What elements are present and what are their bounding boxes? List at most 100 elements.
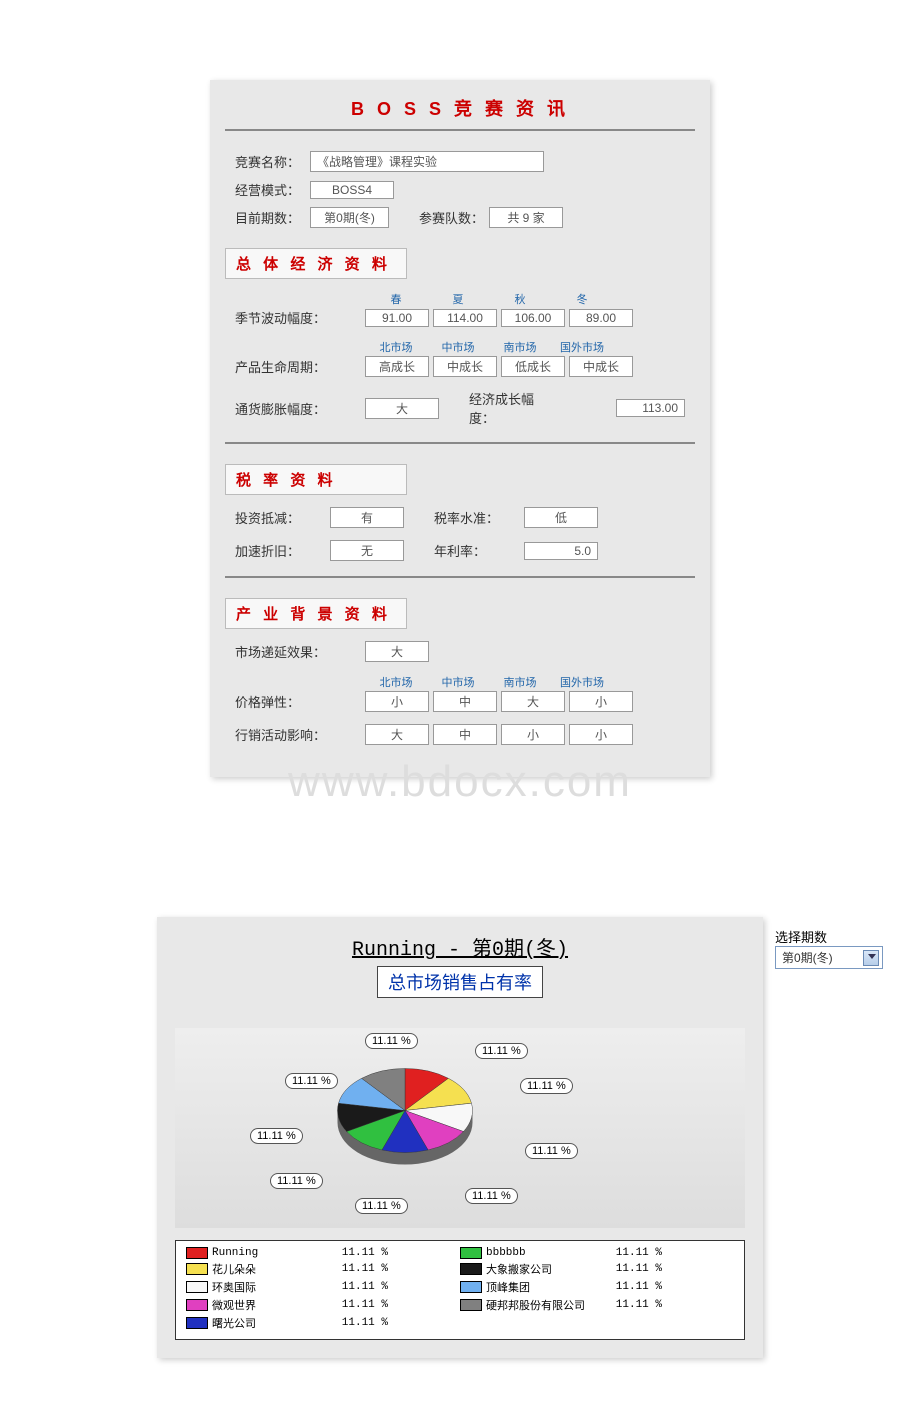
- value-box: 小: [569, 691, 633, 712]
- chart-title: Running - 第0期(冬): [175, 932, 745, 962]
- teams-value: 共 9 家: [489, 207, 563, 228]
- pie-label-bubble: 11.11 %: [520, 1078, 573, 1094]
- season-row: 季节波动幅度： 91.00114.00106.0089.00: [235, 308, 685, 327]
- legend-swatch: [460, 1263, 482, 1275]
- column-header: 国外市场: [551, 339, 613, 355]
- column-header: 南市场: [489, 339, 551, 355]
- value-box: 大: [365, 724, 429, 745]
- legend-percent: 11.11 %: [332, 1299, 388, 1311]
- mode-row: 经营模式： BOSS4: [235, 180, 685, 199]
- value-box: 89.00: [569, 309, 633, 327]
- legend-name: 大象搬家公司: [486, 1261, 606, 1277]
- pie-chart: [325, 1058, 485, 1178]
- legend-swatch: [186, 1317, 208, 1329]
- legend-item: 曙光公司11.11 %: [186, 1315, 460, 1331]
- value-box: 大: [501, 691, 565, 712]
- watermark-text: www.bdocx.com: [288, 757, 632, 807]
- column-header: 春: [365, 291, 427, 307]
- section-tax-heading: 税 率 资 料: [225, 464, 407, 495]
- column-header: 夏: [427, 291, 489, 307]
- invest-label: 投资抵减：: [235, 508, 330, 527]
- pie-label-bubble: 11.11 %: [465, 1188, 518, 1204]
- column-header: 秋: [489, 291, 551, 307]
- elasticity-label: 价格弹性：: [235, 692, 365, 711]
- period-select-block: 选择期数 第0期(冬): [775, 927, 883, 969]
- legend-percent: 11.11 %: [606, 1299, 662, 1311]
- delay-label: 市场递延效果：: [235, 642, 365, 661]
- legend-item: 环奥国际11.11 %: [186, 1279, 460, 1295]
- legend-percent: 11.11 %: [606, 1263, 662, 1275]
- legend-name: bbbbbb: [486, 1247, 606, 1259]
- chart-legend: Running11.11 %花儿朵朵11.11 %环奥国际11.11 %微观世界…: [175, 1240, 745, 1340]
- accel-label: 加速折旧：: [235, 541, 330, 560]
- rate-level-value: 低: [524, 507, 598, 528]
- legend-percent: 11.11 %: [332, 1281, 388, 1293]
- growth-label: 经济成长幅度：: [469, 389, 559, 427]
- inflation-label: 通货膨胀幅度：: [235, 399, 365, 418]
- pie-label-bubble: 11.11 %: [475, 1043, 528, 1059]
- chevron-down-icon: [868, 954, 876, 959]
- value-box: 中: [433, 691, 497, 712]
- legend-swatch: [186, 1263, 208, 1275]
- delay-row: 市场递延效果： 大: [235, 641, 685, 662]
- legend-item: 大象搬家公司11.11 %: [460, 1261, 734, 1277]
- divider: [225, 576, 695, 578]
- chart-subtitle: 总市场销售占有率: [377, 966, 543, 998]
- section-economy-heading: 总 体 经 济 资 料: [225, 248, 407, 279]
- competition-name-label: 竞赛名称：: [235, 152, 310, 171]
- value-box: 小: [569, 724, 633, 745]
- mode-label: 经营模式：: [235, 180, 310, 199]
- interest-label: 年利率：: [434, 541, 524, 560]
- column-header: 冬: [551, 291, 613, 307]
- legend-name: 环奥国际: [212, 1279, 332, 1295]
- page-title: B O S S 竞 赛 资 讯: [225, 90, 695, 131]
- column-header: 中市场: [427, 674, 489, 690]
- value-box: 高成长: [365, 356, 429, 377]
- interest-value: 5.0: [524, 542, 598, 560]
- value-box: 中: [433, 724, 497, 745]
- competition-name-row: 竞赛名称： 《战略管理》课程实验: [235, 151, 685, 172]
- value-box: 中成长: [569, 356, 633, 377]
- legend-percent: 11.11 %: [332, 1317, 388, 1329]
- pie-label-bubble: 11.11 %: [250, 1128, 303, 1144]
- pie-label-bubble: 11.11 %: [525, 1143, 578, 1159]
- accel-value: 无: [330, 540, 404, 561]
- legend-percent: 11.11 %: [606, 1281, 662, 1293]
- legend-swatch: [460, 1299, 482, 1311]
- legend-item: 硬邦邦股份有限公司11.11 %: [460, 1297, 734, 1313]
- delay-value: 大: [365, 641, 429, 662]
- legend-swatch: [186, 1247, 208, 1259]
- value-box: 106.00: [501, 309, 565, 327]
- legend-swatch: [186, 1299, 208, 1311]
- legend-name: 花儿朵朵: [212, 1261, 332, 1277]
- market-share-panel: 选择期数 第0期(冬) Running - 第0期(冬) 总市场销售占有率 11…: [157, 917, 763, 1358]
- marketing-row: 行销活动影响： 大中小小: [235, 724, 685, 745]
- teams-label: 参赛队数：: [419, 208, 484, 227]
- value-box: 低成长: [501, 356, 565, 377]
- legend-item: 顶峰集团11.11 %: [460, 1279, 734, 1295]
- value-box: 小: [365, 691, 429, 712]
- legend-item: 花儿朵朵11.11 %: [186, 1261, 460, 1277]
- column-header: 南市场: [489, 674, 551, 690]
- value-box: 91.00: [365, 309, 429, 327]
- period-select[interactable]: 第0期(冬): [775, 946, 883, 969]
- pie-label-bubble: 11.11 %: [270, 1173, 323, 1189]
- period-label: 目前期数：: [235, 208, 310, 227]
- legend-swatch: [186, 1281, 208, 1293]
- legend-percent: 11.11 %: [606, 1247, 662, 1259]
- inflation-growth-row: 通货膨胀幅度： 大 经济成长幅度： 113.00: [235, 389, 685, 427]
- column-header: 北市场: [365, 339, 427, 355]
- mode-value: BOSS4: [310, 181, 394, 199]
- inflation-value: 大: [365, 398, 439, 419]
- lifecycle-row: 产品生命周期： 高成长中成长低成长中成长: [235, 356, 685, 377]
- legend-item: 微观世界11.11 %: [186, 1297, 460, 1313]
- rate-level-label: 税率水准：: [434, 508, 524, 527]
- competition-info-panel: B O S S 竞 赛 资 讯 竞赛名称： 《战略管理》课程实验 经营模式： B…: [210, 80, 710, 777]
- lifecycle-headers: 北市场中市场南市场国外市场: [365, 339, 685, 355]
- legend-name: 曙光公司: [212, 1315, 332, 1331]
- column-header: 国外市场: [551, 674, 613, 690]
- legend-name: 硬邦邦股份有限公司: [486, 1297, 606, 1313]
- period-value: 第0期(冬): [310, 207, 389, 228]
- elasticity-row: 价格弹性： 小中大小: [235, 691, 685, 712]
- period-select-value: 第0期(冬): [782, 951, 833, 965]
